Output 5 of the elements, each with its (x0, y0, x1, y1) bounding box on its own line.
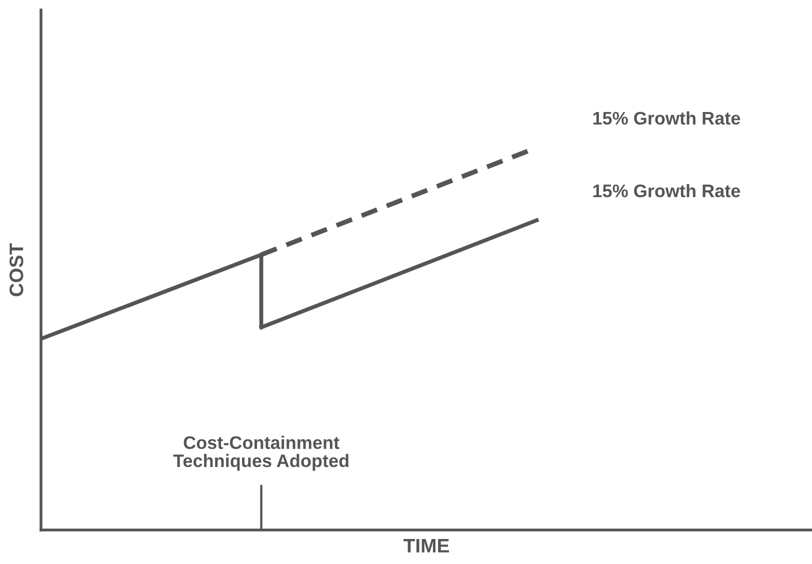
annotation: Cost-Containment Techniques Adopted (173, 436, 348, 471)
y-axis-title: COST (10, 243, 24, 296)
text: 15% Growth Rate (593, 184, 740, 198)
x-axis-title: TIME (403, 539, 449, 552)
text: 15% Growth Rate (593, 111, 740, 125)
